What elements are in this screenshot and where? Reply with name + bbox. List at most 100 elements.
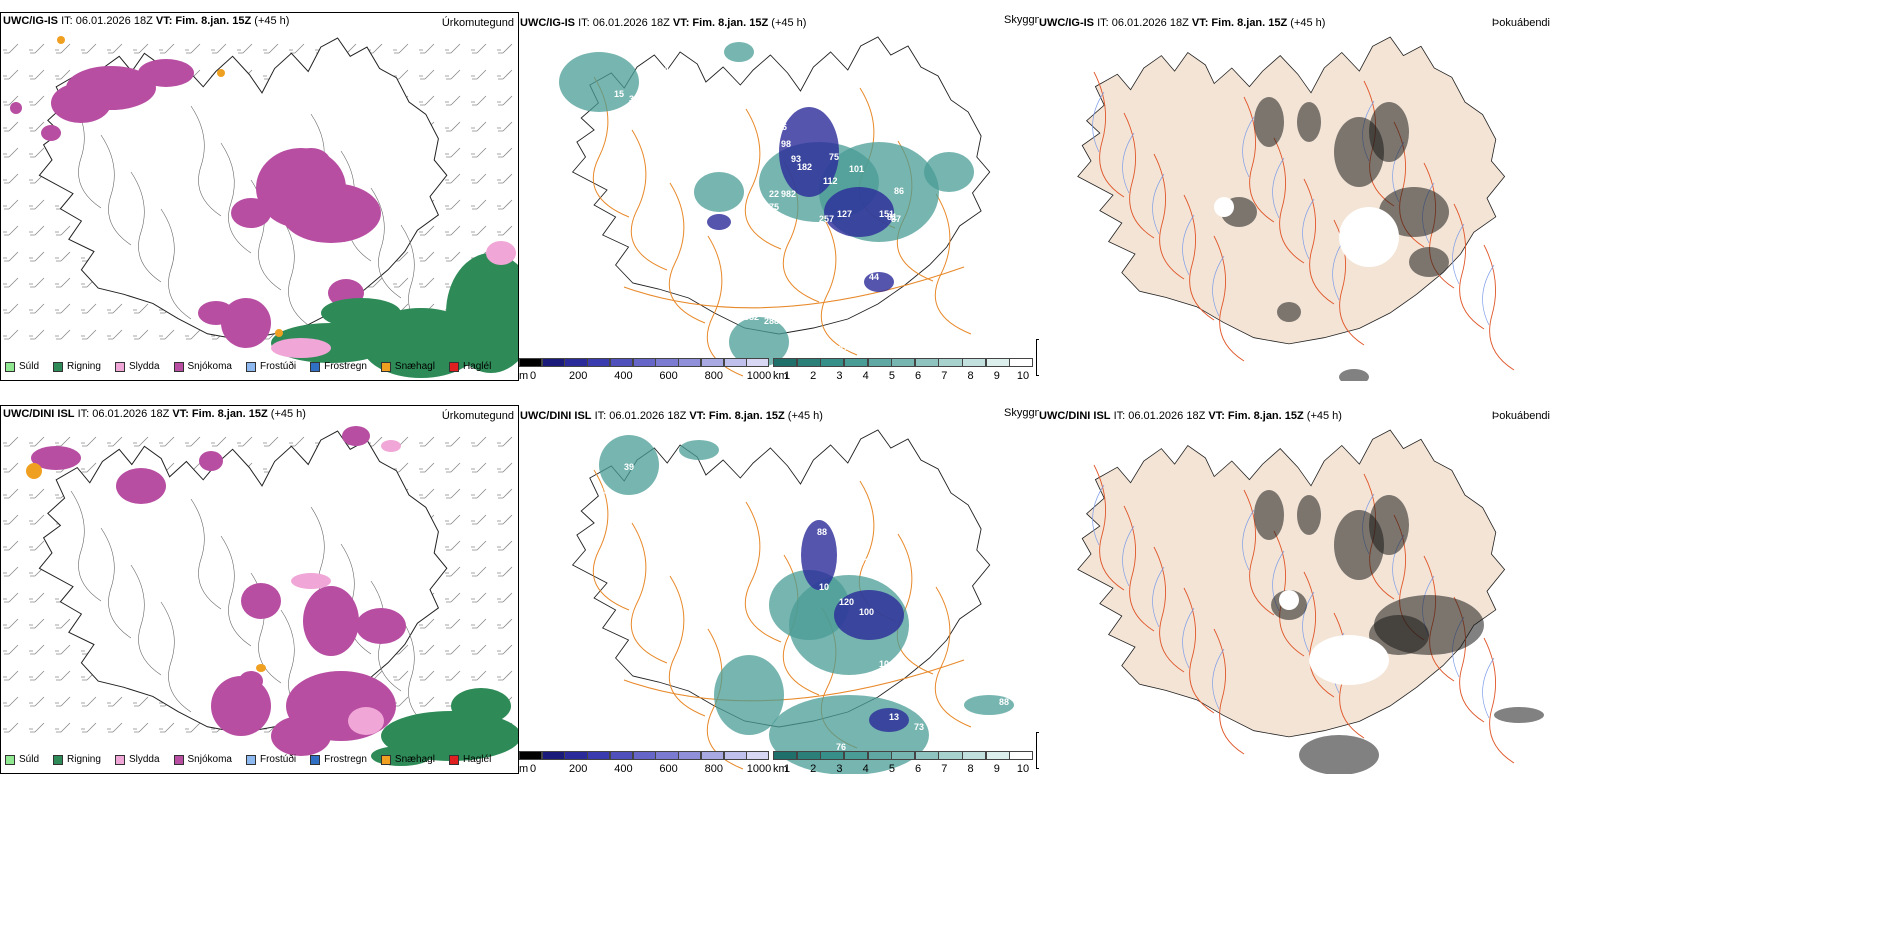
wind-barb [55,329,71,340]
road-line [630,129,668,271]
wind-barb [55,225,71,236]
terrain-line [190,105,222,217]
terrain-ridge [1213,235,1245,362]
wind-barb [419,488,435,499]
wind-barb [471,95,487,106]
colorbar-segment [985,358,1010,367]
wind-barb [471,436,487,447]
wind-barb [81,43,97,54]
river-line [1242,509,1255,571]
rain-area [451,688,511,724]
colorbar-tick: 6 [915,370,922,382]
wind-barb [29,618,45,629]
visibility-label: 13 [889,712,899,722]
wind-barb [497,225,513,236]
legend-swatch [310,754,321,765]
legend-label: Frostregn [324,361,367,372]
colorbar-tick: 0 [529,370,537,382]
terrain-line [370,187,402,299]
wind-barb [497,43,513,54]
legend-swatch [114,754,125,765]
wind-barb [497,488,513,499]
panel-header: UWC/DINI ISL IT: 06.01.2026 18Z VT: Fim.… [3,408,306,420]
init-time: IT: 06.01.2026 18Z [61,15,153,27]
legend-swatch [380,361,391,372]
road-line [592,469,630,611]
colorbar-segment [773,358,798,367]
wind-barb [29,644,45,655]
fog-dense-area [1297,102,1321,142]
precip-map-row1 [3,36,518,378]
legend-label: Rigning [67,361,101,372]
colorbar-segment [962,358,987,367]
colorbar-tick: 1 [783,370,791,382]
wind-barb [3,173,19,184]
colorbar-segment [700,751,725,760]
wind-barb [55,277,71,288]
snow-area [271,716,331,756]
terrain-ridge [1273,137,1305,264]
wind-barb [419,69,435,80]
wind-barb [81,722,97,733]
snow-area [51,83,111,123]
river-line [1302,591,1315,653]
colorbar-segment [632,358,656,367]
wind-barb [497,436,513,447]
colorbar-tick: 400 [614,370,633,382]
wind-barb [3,436,19,447]
visibility-label: 257 [819,214,834,224]
legend-label: Frostúði [259,361,297,372]
fog-dense-area [1254,490,1284,540]
river-line [1092,484,1105,546]
wind-barb [3,147,19,158]
wind-barb [3,277,19,288]
legend-item: Rigning [53,361,101,372]
wind-barb [55,722,71,733]
wind-barb [497,566,513,577]
wind-barb [263,436,279,447]
wind-barb [419,462,435,473]
snow-area [41,125,61,141]
wind-barb [471,566,487,577]
model-name: UWC/DINI ISL [520,410,592,422]
wind-barb [29,251,45,262]
colorbar-tick: 10 [1016,763,1030,775]
colorbar-segment [773,751,798,760]
sleet-area [348,707,384,735]
wind-barb [497,514,513,525]
wind-barb [445,566,461,577]
wind-barb [185,329,201,340]
colorbar-segment [564,751,588,760]
colorbar-tick: 0 [529,763,537,775]
low-visibility-area [679,440,719,460]
legend-swatch [173,361,184,372]
colorbar-segment [843,751,869,760]
model-name: UWC/IG-IS [3,15,58,27]
wind-barb [29,592,45,603]
panel-header: UWC/DINI ISL IT: 06.01.2026 18Z VT: Fim.… [520,410,823,422]
wind-barb [29,670,45,681]
terrain-line [70,490,102,602]
visibility-label: 73 [914,722,924,732]
colorbar-segment [891,358,916,367]
legend-swatch [5,754,15,765]
visibility-label: 44 [869,272,879,282]
wind-barb [419,251,435,262]
wind-barb [445,592,461,603]
coastline [38,430,448,734]
colorbar-tick: 7 [941,370,948,382]
colorbar-unit: km [773,763,788,775]
colorbar-segment [519,751,543,760]
wind-barb [3,488,19,499]
wind-barb [133,303,149,314]
low-visibility-area [559,52,639,112]
precip-panel-row2: UWC/DINI ISL IT: 06.01.2026 18Z VT: Fim.… [0,405,519,774]
wind-barb [29,277,45,288]
sleet-area [271,338,331,358]
colorbar-tick: 6 [915,763,922,775]
init-time: IT: 06.01.2026 18Z [1097,17,1189,29]
wind-barb [55,303,71,314]
wind-barb [55,43,71,54]
low-visibility-area [729,317,789,367]
